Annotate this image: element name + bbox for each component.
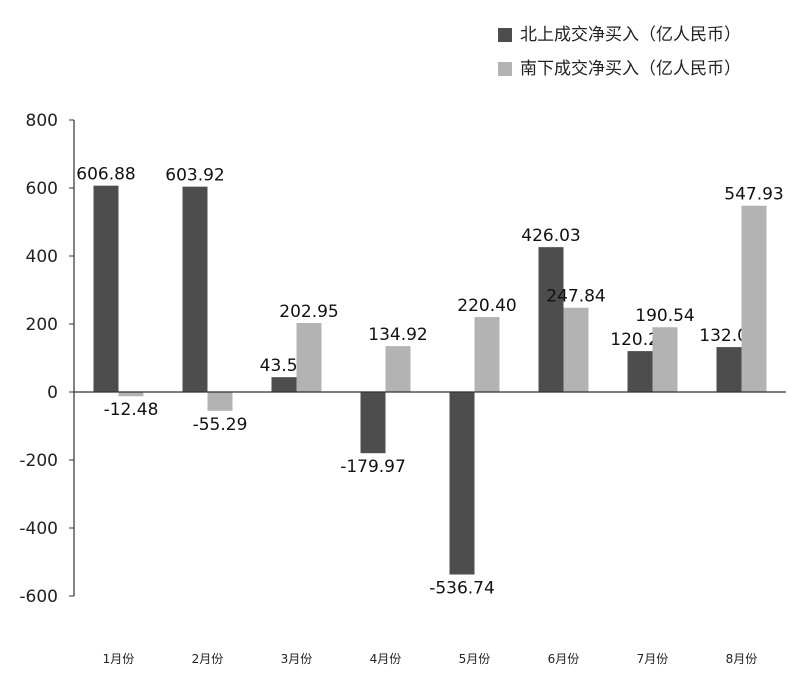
data-label-northbound: 603.92 bbox=[165, 166, 224, 186]
y-tick-label: 200 bbox=[26, 315, 58, 335]
bar-southbound bbox=[118, 392, 144, 397]
data-label-southbound: 547.93 bbox=[724, 185, 783, 205]
y-tick-label: -200 bbox=[19, 451, 58, 471]
bar-northbound bbox=[93, 185, 119, 392]
data-label-southbound: 247.84 bbox=[546, 287, 605, 307]
bar-southbound bbox=[385, 346, 411, 392]
bar-northbound bbox=[716, 347, 742, 392]
legend: 北上成交净买入（亿人民币） 南下成交净买入（亿人民币） bbox=[498, 18, 741, 86]
x-category-label: 3月份 bbox=[281, 652, 313, 666]
bar-southbound bbox=[296, 322, 322, 392]
legend-item-southbound: 南下成交净买入（亿人民币） bbox=[498, 52, 741, 86]
y-tick-label: -600 bbox=[19, 587, 58, 607]
y-tick-label: -400 bbox=[19, 519, 58, 539]
data-label-southbound: 190.54 bbox=[635, 306, 694, 326]
y-tick-label: 400 bbox=[26, 247, 58, 267]
bar-southbound bbox=[474, 317, 500, 392]
legend-item-northbound: 北上成交净买入（亿人民币） bbox=[498, 18, 741, 52]
bar-southbound bbox=[563, 307, 589, 392]
data-label-southbound: 220.40 bbox=[457, 296, 516, 316]
x-category-label: 6月份 bbox=[548, 652, 580, 666]
bar-northbound bbox=[271, 377, 297, 392]
y-tick-label: 600 bbox=[26, 179, 58, 199]
bar-southbound bbox=[652, 327, 678, 392]
y-tick-label: 0 bbox=[47, 383, 58, 403]
legend-swatch-southbound bbox=[498, 62, 512, 76]
data-label-southbound: -55.29 bbox=[193, 415, 248, 435]
bar-northbound bbox=[182, 186, 208, 392]
legend-swatch-northbound bbox=[498, 28, 512, 42]
x-category-label: 8月份 bbox=[726, 652, 758, 666]
x-category-label: 2月份 bbox=[192, 652, 224, 666]
x-category-label: 5月份 bbox=[459, 652, 491, 666]
bar-southbound bbox=[741, 205, 767, 392]
data-label-northbound: 606.88 bbox=[76, 165, 135, 185]
x-category-label: 1月份 bbox=[103, 652, 135, 666]
bar-northbound bbox=[538, 247, 564, 392]
y-tick-label: 800 bbox=[26, 111, 58, 131]
bar-northbound bbox=[449, 392, 475, 575]
data-label-southbound: 202.95 bbox=[279, 302, 338, 322]
bar-northbound bbox=[360, 392, 386, 454]
bar-northbound bbox=[627, 351, 653, 392]
legend-label-northbound: 北上成交净买入（亿人民币） bbox=[520, 25, 741, 45]
data-label-southbound: 134.92 bbox=[368, 325, 427, 345]
data-label-northbound: -536.74 bbox=[429, 578, 495, 598]
bar-southbound bbox=[207, 392, 233, 411]
data-label-northbound: 426.03 bbox=[521, 226, 580, 246]
x-category-label: 4月份 bbox=[370, 652, 402, 666]
data-label-northbound: 43.56 bbox=[260, 356, 309, 376]
x-category-label: 7月份 bbox=[637, 652, 669, 666]
data-label-northbound: -179.97 bbox=[340, 457, 406, 477]
data-label-southbound: -12.48 bbox=[104, 400, 159, 420]
legend-label-southbound: 南下成交净买入（亿人民币） bbox=[520, 59, 741, 79]
